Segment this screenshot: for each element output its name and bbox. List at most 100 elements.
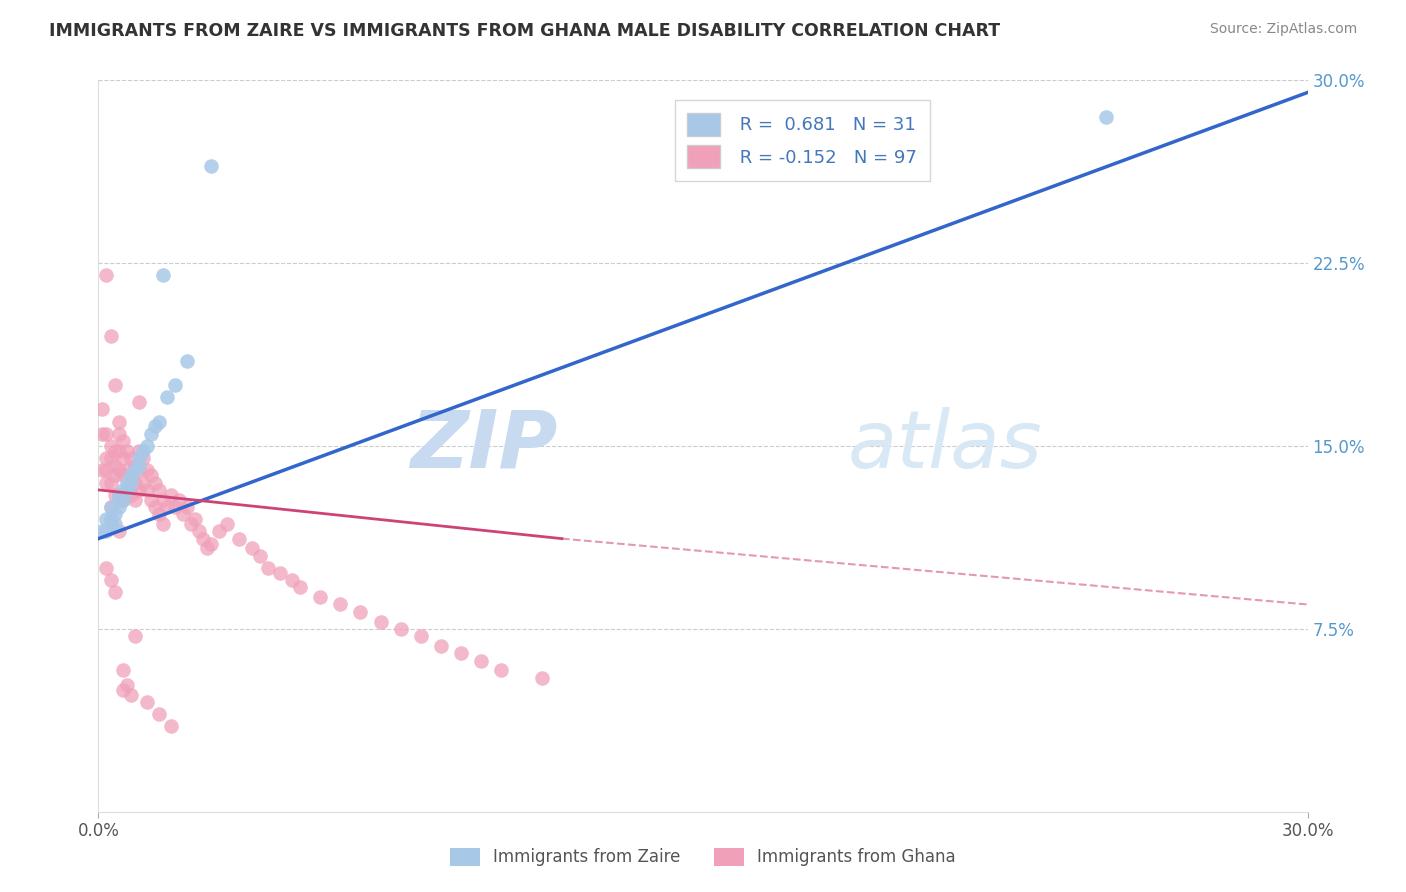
Point	[103, 488, 125, 502]
Point	[96, 475, 118, 490]
Point	[160, 719, 183, 733]
Point	[103, 585, 125, 599]
Point	[96, 426, 118, 441]
Point	[132, 475, 155, 490]
Point	[249, 549, 271, 563]
Point	[200, 159, 222, 173]
Point	[132, 451, 155, 466]
Point	[128, 395, 150, 409]
Point	[135, 439, 157, 453]
Point	[217, 516, 239, 531]
Point	[288, 581, 311, 595]
Point	[148, 707, 170, 722]
Point	[152, 268, 174, 283]
Point	[193, 532, 215, 546]
Point	[370, 615, 392, 629]
Point	[111, 492, 134, 507]
Point	[128, 451, 150, 466]
Point	[100, 439, 122, 453]
Point	[180, 516, 202, 531]
Point	[96, 268, 118, 283]
Point	[100, 573, 122, 587]
Point	[135, 483, 157, 497]
Point	[409, 629, 432, 643]
Point	[100, 475, 122, 490]
Point	[115, 483, 138, 497]
Point	[107, 426, 129, 441]
Point	[96, 451, 118, 466]
Point	[143, 500, 166, 514]
Point	[91, 463, 114, 477]
Point	[139, 468, 162, 483]
Point	[120, 468, 142, 483]
Point	[167, 492, 190, 507]
Point	[124, 463, 146, 477]
Point	[156, 500, 179, 514]
Point	[184, 512, 207, 526]
Point	[100, 451, 122, 466]
Point	[115, 443, 138, 458]
Point	[107, 443, 129, 458]
Point	[96, 561, 118, 575]
Point	[163, 500, 186, 514]
Point	[128, 483, 150, 497]
Point	[430, 639, 453, 653]
Point	[111, 492, 134, 507]
Point	[100, 500, 122, 514]
Point	[208, 524, 231, 539]
Point	[124, 475, 146, 490]
Point	[111, 682, 134, 697]
Point	[148, 415, 170, 429]
Text: atlas: atlas	[848, 407, 1043, 485]
Point	[103, 516, 125, 531]
Point	[103, 443, 125, 458]
Point	[389, 622, 412, 636]
Point	[143, 419, 166, 434]
Point	[143, 475, 166, 490]
Point	[530, 671, 553, 685]
Point	[100, 329, 122, 343]
Point	[96, 524, 118, 539]
Point	[329, 598, 352, 612]
Point	[470, 654, 492, 668]
Point	[269, 566, 291, 580]
Point	[309, 590, 332, 604]
Point	[135, 463, 157, 477]
Point	[176, 500, 198, 514]
Point	[120, 451, 142, 466]
Point	[103, 458, 125, 473]
Text: IMMIGRANTS FROM ZAIRE VS IMMIGRANTS FROM GHANA MALE DISABILITY CORRELATION CHART: IMMIGRANTS FROM ZAIRE VS IMMIGRANTS FROM…	[49, 22, 1000, 40]
Point	[91, 426, 114, 441]
Point	[148, 508, 170, 522]
Point	[100, 500, 122, 514]
Point	[107, 488, 129, 502]
Point	[120, 688, 142, 702]
Point	[111, 451, 134, 466]
Point	[152, 492, 174, 507]
Point	[156, 390, 179, 404]
Point	[111, 434, 134, 449]
Point	[228, 532, 250, 546]
Point	[111, 483, 134, 497]
Point	[120, 475, 142, 490]
Point	[200, 536, 222, 550]
Point	[115, 463, 138, 477]
Point	[349, 605, 371, 619]
Legend:  R =  0.681   N = 31,  R = -0.152   N = 97: R = 0.681 N = 31, R = -0.152 N = 97	[675, 100, 929, 181]
Point	[124, 492, 146, 507]
Point	[240, 541, 263, 556]
Point	[176, 353, 198, 368]
Point	[115, 483, 138, 497]
Point	[128, 458, 150, 473]
Point	[163, 378, 186, 392]
Point	[1095, 110, 1118, 124]
Point	[103, 468, 125, 483]
Point	[107, 524, 129, 539]
Point	[96, 512, 118, 526]
Point	[128, 463, 150, 477]
Point	[96, 463, 118, 477]
Point	[450, 646, 472, 660]
Point	[152, 516, 174, 531]
Point	[135, 695, 157, 709]
Point	[188, 524, 211, 539]
